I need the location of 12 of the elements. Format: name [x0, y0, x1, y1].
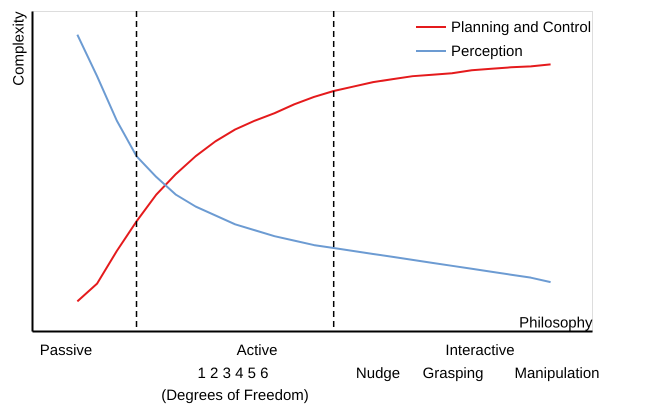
text: 1 2 3 4 5 6: [198, 365, 268, 382]
text: Nudge: [356, 365, 400, 382]
text: Passive: [40, 342, 92, 359]
text: Grasping: [422, 365, 484, 382]
legend-label: Planning and Control: [451, 19, 592, 36]
text: Active: [236, 342, 278, 359]
x-axis-title: Philosophy: [519, 314, 593, 332]
text: (Degrees of Freedom): [161, 387, 309, 404]
legend-label: Perception: [451, 43, 523, 60]
text: Manipulation: [514, 365, 600, 382]
text: Interactive: [445, 342, 515, 359]
y-axis-title: Complexity: [10, 11, 28, 86]
